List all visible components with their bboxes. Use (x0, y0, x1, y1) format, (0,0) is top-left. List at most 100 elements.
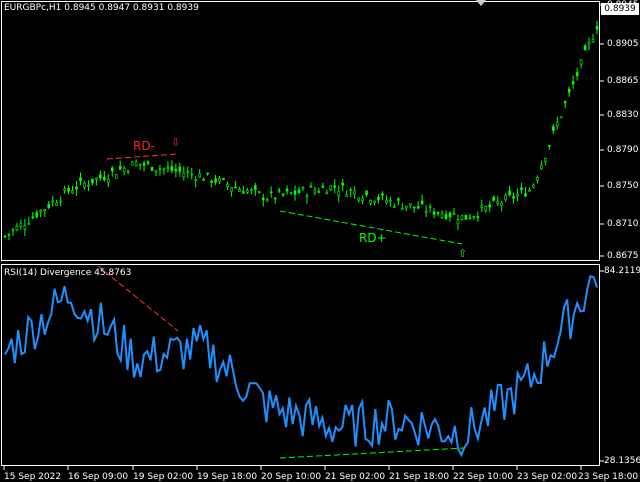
candle-body (265, 199, 269, 202)
candle-body (408, 203, 412, 206)
bull-divergence-price-line (279, 210, 463, 245)
candle-body (75, 186, 78, 190)
candle-body (361, 198, 364, 201)
candle-body (91, 178, 94, 184)
candle-body (174, 168, 178, 172)
candle-body (190, 173, 194, 176)
candle-body (532, 184, 535, 188)
candle-body (95, 177, 98, 180)
candle-body (345, 194, 348, 197)
candle-body (285, 188, 289, 192)
time-label: 20 Sep 10:00 (261, 472, 322, 482)
candle-body (242, 191, 245, 194)
candle-body (257, 191, 261, 193)
candle-body (393, 206, 396, 208)
candle-body (305, 195, 309, 198)
candle-body (309, 185, 313, 188)
shift-marker-icon[interactable] (476, 0, 486, 6)
candle-body (424, 210, 428, 213)
candle-body (536, 176, 539, 181)
candle-body (432, 211, 436, 215)
candle-body (63, 188, 66, 191)
candle-body (301, 187, 305, 190)
candle-body (210, 180, 213, 183)
candle-body (130, 161, 134, 166)
candle-body (528, 189, 531, 192)
candle-body (289, 192, 293, 194)
candle-body (385, 200, 388, 204)
price-label: 0.8710 (607, 219, 639, 229)
rsi-max-label: 84.2119 (604, 266, 640, 276)
candle-body (579, 59, 583, 65)
candle-body (154, 169, 158, 173)
symbol-info: EURGBPc,H1 0.8945 0.8947 0.8931 0.8939 (4, 3, 199, 13)
candle-body (27, 222, 31, 225)
candle-body (39, 209, 43, 212)
candle-body (512, 196, 515, 199)
candle-body (261, 197, 265, 201)
time-label: 19 Sep 02:00 (133, 472, 194, 482)
candle-body (31, 216, 35, 219)
rsi-min-label: 28.1356 (604, 456, 640, 466)
candle-body (349, 189, 352, 191)
candle-body (412, 206, 416, 209)
candle-body (178, 166, 182, 172)
candle-body (476, 216, 480, 218)
candle-body (444, 214, 448, 219)
candle-body (313, 189, 317, 194)
candle-body (186, 171, 190, 173)
candle-body (329, 185, 333, 190)
candle-body (134, 161, 138, 166)
candle-body (43, 209, 47, 211)
candle-body (428, 205, 432, 208)
price-label: 0.8750 (607, 181, 639, 191)
candle-body (555, 122, 559, 127)
candle-body (341, 182, 345, 186)
candle-body (504, 195, 507, 201)
candle-body (488, 204, 492, 208)
candle-body (297, 189, 301, 194)
candle-body (317, 191, 321, 193)
candle-body (591, 39, 595, 43)
candle-body (277, 189, 281, 192)
down-arrow-icon: ⇩ (171, 136, 181, 149)
candle-body (71, 190, 74, 194)
candle-body (404, 205, 408, 209)
candle-body (206, 172, 209, 175)
time-label: 19 Sep 18:00 (197, 472, 258, 482)
indicator-info: RSI(14) Divergence 45.8763 (4, 268, 132, 278)
candle-body (373, 200, 376, 203)
candle-body (559, 116, 563, 119)
candle-body (79, 177, 82, 182)
candle-body (19, 222, 23, 227)
candle-body (166, 167, 170, 169)
candle-body (222, 178, 225, 180)
candle-body (575, 72, 579, 77)
candle-body (571, 81, 575, 85)
candle-body (87, 184, 90, 187)
candle-body (138, 163, 142, 166)
candle-body (468, 217, 472, 220)
candle-body (448, 212, 452, 218)
bear-divergence-price-line (106, 153, 179, 160)
candle-body (357, 197, 360, 201)
candle-body (440, 213, 444, 218)
candle-body (47, 204, 51, 208)
candle-body (281, 193, 285, 196)
candle-body (194, 179, 198, 181)
candle-body (365, 190, 368, 196)
price-label: 0.8905 (607, 39, 639, 49)
candle-body (587, 41, 591, 45)
candle-body (452, 213, 456, 215)
candle-body (540, 165, 543, 170)
candle-body (544, 158, 547, 162)
candle-body (563, 101, 567, 104)
candle-body (369, 200, 372, 204)
candle-body (583, 45, 587, 51)
candle-body (464, 214, 468, 220)
candle-body (238, 188, 241, 192)
candle-body (472, 216, 476, 218)
candle-body (436, 211, 440, 214)
candle-body (595, 25, 599, 30)
rsi-series-path (4, 274, 598, 458)
